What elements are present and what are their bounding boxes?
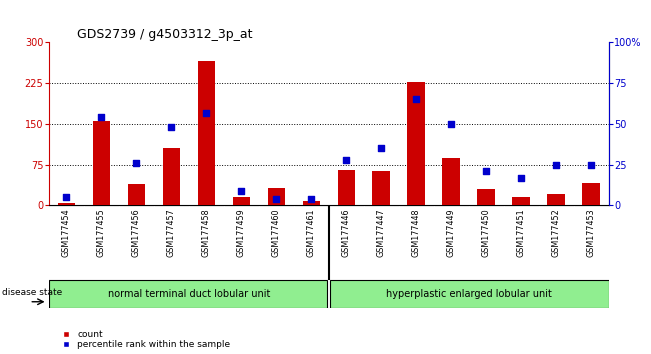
Bar	[547, 194, 565, 205]
Text: GSM177454: GSM177454	[62, 208, 71, 257]
Text: GSM177452: GSM177452	[551, 208, 561, 257]
Bar	[583, 183, 600, 205]
Bar	[337, 170, 355, 205]
Bar	[163, 148, 180, 205]
Text: GSM177451: GSM177451	[517, 208, 526, 257]
Text: GSM177455: GSM177455	[97, 208, 106, 257]
Bar	[128, 184, 145, 205]
Point	[61, 194, 72, 200]
Bar	[303, 201, 320, 205]
Text: GSM177456: GSM177456	[132, 208, 141, 257]
Bar	[372, 171, 390, 205]
Text: GSM177453: GSM177453	[587, 208, 596, 257]
Bar	[197, 62, 215, 205]
Text: GSM177461: GSM177461	[307, 208, 316, 257]
Text: GSM177446: GSM177446	[342, 208, 351, 257]
Bar	[331, 280, 609, 308]
Point	[201, 110, 212, 115]
Bar	[512, 197, 530, 205]
Bar	[232, 197, 250, 205]
Point	[306, 196, 316, 202]
Bar	[408, 81, 425, 205]
Point	[166, 124, 176, 130]
Point	[131, 160, 141, 166]
Text: GSM177449: GSM177449	[447, 208, 456, 257]
Point	[586, 162, 596, 167]
Point	[411, 97, 421, 102]
Bar	[268, 188, 285, 205]
Bar	[57, 202, 75, 205]
Point	[446, 121, 456, 127]
Text: disease state: disease state	[2, 288, 62, 297]
Text: GSM177459: GSM177459	[237, 208, 246, 257]
Point	[551, 162, 561, 167]
Text: GSM177458: GSM177458	[202, 208, 211, 257]
Text: GSM177460: GSM177460	[271, 208, 281, 257]
Text: GSM177448: GSM177448	[411, 208, 421, 257]
Point	[96, 115, 107, 120]
Text: GSM177450: GSM177450	[482, 208, 491, 257]
Point	[516, 175, 527, 181]
Text: GDS2739 / g4503312_3p_at: GDS2739 / g4503312_3p_at	[77, 28, 253, 41]
Point	[236, 188, 247, 194]
Legend: count, percentile rank within the sample: count, percentile rank within the sample	[57, 330, 230, 349]
Bar	[92, 121, 110, 205]
Point	[271, 196, 281, 202]
Bar	[443, 158, 460, 205]
Text: hyperplastic enlarged lobular unit: hyperplastic enlarged lobular unit	[386, 289, 551, 299]
Bar	[477, 189, 495, 205]
Text: normal terminal duct lobular unit: normal terminal duct lobular unit	[107, 289, 270, 299]
Point	[376, 145, 387, 151]
Text: GSM177457: GSM177457	[167, 208, 176, 257]
Point	[481, 168, 492, 174]
Point	[341, 157, 352, 162]
Bar	[49, 280, 327, 308]
Text: GSM177447: GSM177447	[377, 208, 386, 257]
